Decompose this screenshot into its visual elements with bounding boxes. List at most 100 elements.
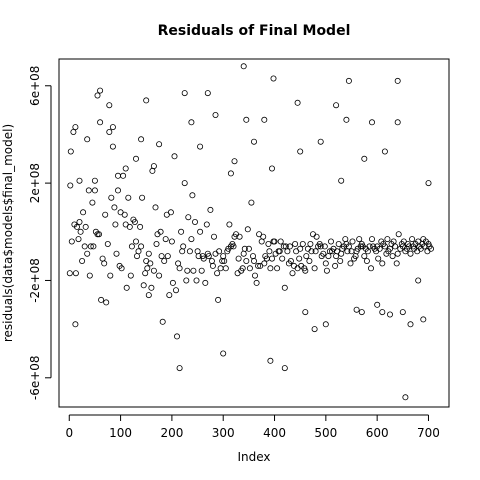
data-point (120, 172, 127, 179)
data-point (90, 243, 97, 250)
data-point (230, 243, 237, 250)
data-point (308, 248, 315, 255)
data-point (76, 218, 83, 225)
data-point (374, 301, 381, 308)
data-point (302, 309, 309, 316)
data-point (106, 128, 113, 135)
data-point (289, 270, 296, 277)
data-point (394, 119, 401, 126)
data-point (363, 257, 370, 264)
data-point (214, 270, 221, 277)
data-point (297, 245, 304, 252)
data-point (115, 187, 122, 194)
data-point (215, 296, 222, 303)
data-point (255, 262, 262, 269)
data-points (66, 63, 434, 401)
data-point (102, 211, 109, 218)
y-axis-label: residuals(data$models$final_model) (1, 124, 15, 342)
data-point (375, 255, 382, 262)
data-point (169, 279, 176, 286)
data-point (159, 318, 166, 325)
data-point (103, 299, 110, 306)
data-point (235, 255, 242, 262)
data-point (379, 260, 386, 267)
data-point (84, 136, 91, 143)
data-point (261, 260, 268, 267)
data-point (191, 218, 198, 225)
data-point (347, 260, 354, 267)
data-point (173, 333, 180, 340)
data-point (276, 248, 283, 255)
data-point (113, 250, 120, 257)
data-point (222, 265, 229, 272)
data-point (94, 92, 101, 99)
data-point (415, 277, 422, 284)
data-point (226, 221, 233, 228)
data-point (239, 265, 246, 272)
data-point (304, 245, 311, 252)
data-point (265, 240, 272, 247)
data-point (245, 245, 252, 252)
data-point (277, 238, 284, 245)
data-point (279, 255, 286, 262)
data-point (343, 116, 350, 123)
data-point (386, 311, 393, 318)
data-point (261, 116, 268, 123)
data-point (115, 172, 122, 179)
data-point (320, 250, 327, 257)
data-point (287, 257, 294, 264)
data-point (420, 316, 427, 323)
data-point (394, 250, 401, 257)
data-point (181, 180, 188, 187)
data-point (188, 119, 195, 126)
data-point (175, 260, 182, 267)
data-point (180, 243, 187, 250)
data-point (231, 158, 238, 165)
data-point (72, 321, 79, 328)
data-point (101, 260, 108, 267)
data-point (96, 231, 103, 238)
data-point (250, 138, 257, 145)
data-point (212, 112, 219, 119)
data-point (367, 265, 374, 272)
data-point (179, 248, 186, 255)
data-point (296, 255, 303, 262)
data-point (402, 394, 409, 401)
data-point (109, 124, 116, 131)
data-point (368, 119, 375, 126)
data-point (164, 253, 171, 260)
data-point (409, 236, 416, 243)
data-point (220, 253, 227, 260)
data-point (208, 257, 215, 264)
data-point (366, 243, 373, 250)
data-point (82, 223, 89, 230)
data-point (143, 97, 150, 104)
data-point (67, 148, 74, 155)
y-tick-label: -6e+08 (28, 355, 42, 400)
data-point (193, 277, 200, 284)
data-point (112, 221, 119, 228)
data-point (77, 228, 84, 235)
data-point (281, 365, 288, 372)
data-point (317, 243, 324, 250)
data-point (200, 255, 207, 262)
data-point (72, 124, 79, 131)
data-point (284, 248, 291, 255)
data-point (167, 209, 174, 216)
data-point (197, 143, 204, 150)
data-point (68, 238, 75, 245)
data-point (405, 243, 412, 250)
data-point (204, 90, 211, 97)
data-point (94, 231, 101, 238)
y-axis: -6e+08 -2e+08 2e+08 6e+08 (28, 66, 52, 400)
data-point (407, 321, 414, 328)
data-point (250, 257, 257, 264)
data-point (268, 255, 275, 262)
data-point (132, 155, 139, 162)
data-point (166, 292, 173, 299)
data-point (249, 253, 256, 260)
data-point (294, 99, 301, 106)
data-point (98, 296, 105, 303)
data-point (104, 240, 111, 247)
